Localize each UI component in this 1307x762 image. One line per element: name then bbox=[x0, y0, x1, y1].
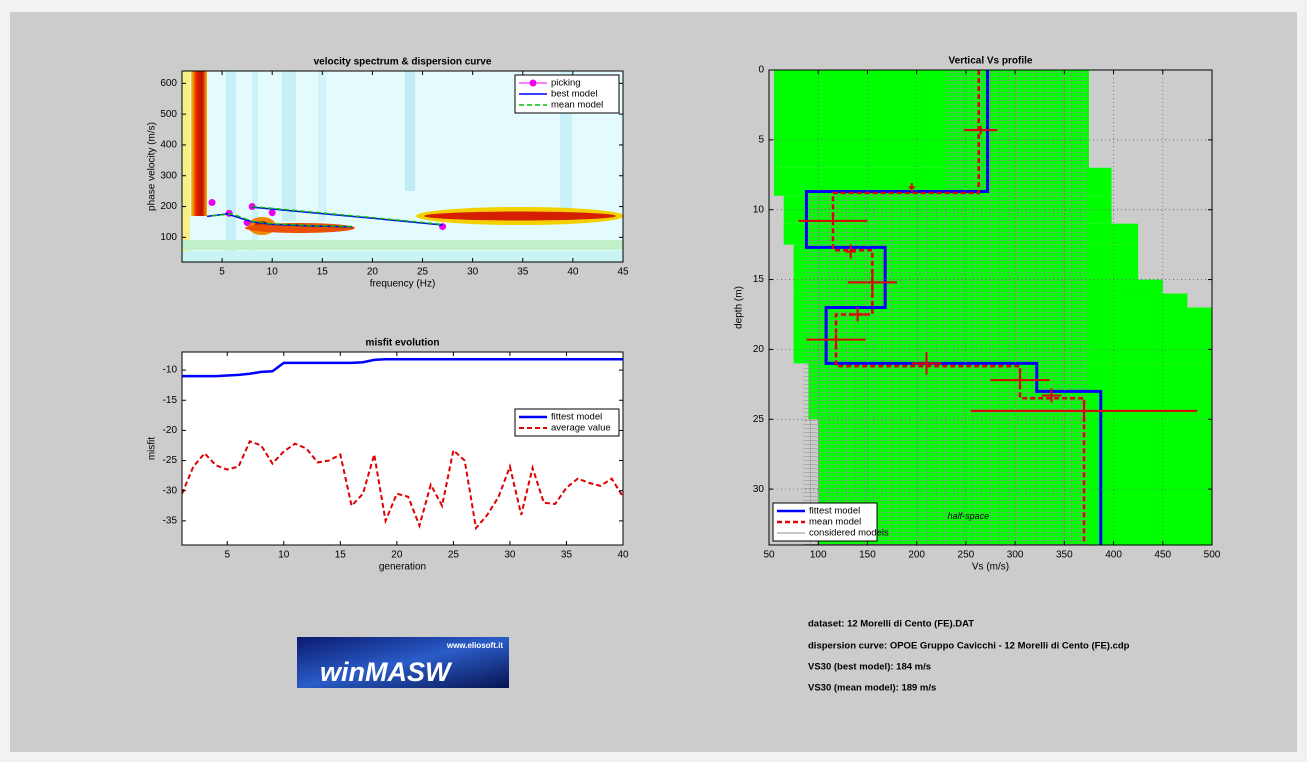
plot-content bbox=[182, 357, 623, 531]
x-tick-label: 15 bbox=[335, 550, 347, 561]
x-tick-label: 300 bbox=[1007, 550, 1024, 561]
x-tick-label: 10 bbox=[278, 550, 290, 561]
info-line: dataset: 12 Morelli di Cento (FE).DAT bbox=[808, 619, 974, 630]
x-tick-label: 5 bbox=[224, 550, 230, 561]
info-line: VS30 (best model): 184 m/s bbox=[808, 662, 931, 673]
x-tick-label: 250 bbox=[958, 550, 975, 561]
data-point bbox=[208, 199, 216, 207]
x-tick-label: 20 bbox=[367, 267, 379, 278]
x-axis-label: Vs (m/s) bbox=[972, 562, 1009, 573]
y-tick-label: -25 bbox=[163, 455, 178, 466]
x-tick-label: 25 bbox=[448, 550, 460, 561]
legend-label: average value bbox=[551, 423, 611, 434]
legend-label: fittest model bbox=[809, 506, 860, 517]
x-tick-label: 40 bbox=[617, 550, 629, 561]
y-tick-label: 15 bbox=[753, 274, 765, 285]
x-tick-label: 400 bbox=[1105, 550, 1122, 561]
x-tick-label: 35 bbox=[561, 550, 573, 561]
x-tick-label: 450 bbox=[1154, 550, 1171, 561]
plot-content bbox=[773, 70, 1212, 545]
x-tick-label: 200 bbox=[908, 550, 925, 561]
y-tick-label: 300 bbox=[160, 170, 177, 181]
axes-frame bbox=[181, 351, 624, 546]
logo-name: winMASW bbox=[320, 657, 453, 687]
y-tick-label: 30 bbox=[753, 484, 765, 495]
legend-label: mean model bbox=[809, 517, 861, 528]
series-line bbox=[831, 70, 1086, 545]
y-tick-label: 25 bbox=[753, 414, 765, 425]
plot-content bbox=[206, 199, 447, 231]
y-tick-label: 200 bbox=[160, 201, 177, 212]
y-tick-label: -20 bbox=[163, 425, 178, 436]
x-tick-label: 500 bbox=[1204, 550, 1221, 561]
logo-background bbox=[297, 637, 509, 688]
legend-label: considered models bbox=[809, 528, 889, 539]
x-tick-label: 45 bbox=[617, 267, 629, 278]
y-tick-label: 500 bbox=[160, 109, 177, 120]
chart-title: velocity spectrum & dispersion curve bbox=[314, 57, 492, 68]
x-tick-label: 20 bbox=[391, 550, 403, 561]
legend bbox=[514, 408, 620, 437]
legend-label: mean model bbox=[551, 100, 603, 111]
x-tick-label: 50 bbox=[763, 550, 775, 561]
legend-marker bbox=[529, 79, 537, 87]
y-axis-label: phase velocity (m/s) bbox=[147, 122, 158, 211]
plot-area bbox=[182, 352, 623, 545]
y-tick-label: 400 bbox=[160, 140, 177, 151]
annotation: half-space bbox=[948, 511, 990, 521]
x-axis-label: generation bbox=[379, 562, 426, 573]
y-axis-label: misfit bbox=[147, 437, 158, 461]
legend-label: best model bbox=[551, 89, 597, 100]
x-tick-label: 150 bbox=[859, 550, 876, 561]
info-line: VS30 (mean model): 189 m/s bbox=[808, 683, 936, 694]
y-tick-label: -15 bbox=[163, 395, 178, 406]
x-tick-label: 30 bbox=[504, 550, 516, 561]
x-tick-label: 5 bbox=[219, 267, 225, 278]
x-tick-label: 350 bbox=[1056, 550, 1073, 561]
series-line bbox=[182, 357, 623, 378]
x-tick-label: 25 bbox=[417, 267, 429, 278]
info-line: dispersion curve: OPOE Gruppo Cavicchi -… bbox=[808, 641, 1130, 652]
y-tick-label: -30 bbox=[163, 485, 178, 496]
y-tick-label: 20 bbox=[753, 344, 765, 355]
data-point bbox=[268, 209, 276, 217]
series-line bbox=[211, 205, 443, 228]
x-tick-label: 10 bbox=[267, 267, 279, 278]
x-axis-label: frequency (Hz) bbox=[370, 279, 436, 290]
legend-label: fittest model bbox=[551, 412, 602, 423]
y-tick-label: 600 bbox=[160, 78, 177, 89]
x-tick-label: 30 bbox=[467, 267, 479, 278]
x-tick-label: 15 bbox=[317, 267, 329, 278]
y-tick-label: 0 bbox=[758, 65, 764, 76]
y-tick-label: -10 bbox=[163, 365, 178, 376]
x-tick-label: 100 bbox=[810, 550, 827, 561]
legend-label: picking bbox=[551, 78, 581, 89]
logo-url: www.eliosoft.it bbox=[446, 641, 503, 650]
logo: www.eliosoft.it winMASW bbox=[297, 637, 509, 688]
x-tick-label: 35 bbox=[517, 267, 529, 278]
y-axis-label: depth (m) bbox=[734, 286, 745, 329]
legend bbox=[772, 502, 878, 542]
y-tick-label: 10 bbox=[753, 204, 765, 215]
x-tick-label: 40 bbox=[567, 267, 579, 278]
chart-title: Vertical Vs profile bbox=[949, 56, 1033, 67]
y-tick-label: 5 bbox=[758, 134, 764, 145]
axes-frame bbox=[768, 69, 1213, 546]
series-line bbox=[182, 439, 623, 531]
series-line bbox=[804, 70, 1103, 545]
axes-frame bbox=[181, 70, 624, 263]
y-tick-label: 100 bbox=[160, 232, 177, 243]
chart-title: misfit evolution bbox=[366, 338, 440, 349]
y-tick-label: -35 bbox=[163, 516, 178, 527]
